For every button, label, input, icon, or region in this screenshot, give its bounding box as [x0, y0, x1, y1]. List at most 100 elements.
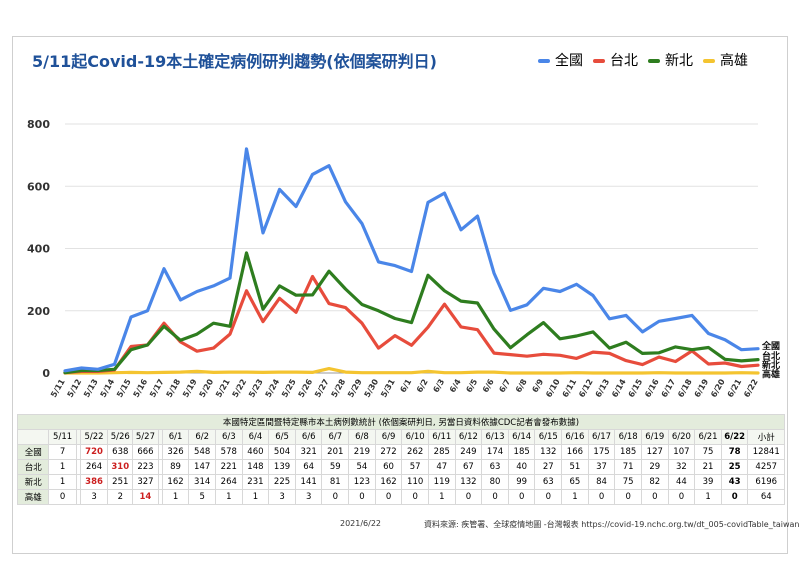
line-chart: 02004006008005/115/125/135/145/155/165/1…: [27, 118, 780, 399]
table-cell: 141: [294, 474, 323, 490]
table-header-cell: 6/9: [374, 429, 403, 445]
table-row: 台北 1 264 310 223 89 147 221 148 139 64 59 54 60 57 47 67…: [16, 459, 785, 475]
table-cell: 60: [374, 459, 403, 475]
legend-swatch: [703, 59, 715, 63]
table-header-cell: 6/7: [321, 429, 350, 445]
table-cell: 5: [188, 489, 216, 505]
table-cell: 1: [241, 489, 270, 505]
table-cell: 78: [720, 444, 749, 460]
table-cell: 314: [188, 474, 216, 490]
x-tick-label: 5/30: [363, 377, 381, 399]
x-tick-label: 6/2: [415, 378, 430, 395]
x-tick-label: 5/31: [379, 377, 397, 399]
table-cell: 59: [321, 459, 350, 475]
legend-label: 台北: [610, 53, 638, 69]
series-end-label: 高雄: [762, 368, 780, 380]
table-cell: [157, 489, 163, 505]
table-cell: 63: [534, 474, 563, 490]
table-cell: 185: [507, 444, 536, 460]
table-cell: 185: [614, 444, 642, 460]
x-tick-label: 5/18: [165, 377, 183, 399]
table-cell: 221: [214, 459, 243, 475]
table-row: 新北 1 386 251 327 162 314 264 231 225 141 81 123 162 11…: [16, 474, 785, 490]
table-header-cell: 6/14: [507, 429, 536, 445]
table-cell: 264: [214, 474, 243, 490]
legend-swatch: [538, 59, 550, 63]
table-cell: 44: [667, 474, 696, 490]
table-cell: 166: [561, 444, 589, 460]
table-cell: 63: [481, 459, 509, 475]
table-header-cell: 6/2: [188, 429, 216, 445]
series-end-label: 新北: [762, 359, 780, 371]
table-cell: 81: [321, 474, 350, 490]
x-tick-label: 6/16: [643, 377, 661, 399]
table-cell: 223: [132, 459, 159, 475]
x-tick-label: 5/25: [280, 377, 298, 399]
case-count-table: 本國特定區間暨特定縣市本土病例數統計 (依個案研判日, 另當日資料依據CDC記者…: [16, 414, 785, 505]
x-tick-label: 6/22: [742, 378, 760, 399]
table-header-cell: 6/1: [161, 429, 190, 445]
table-header-cell: 5/26: [107, 429, 134, 445]
legend-item: 新北: [648, 50, 693, 70]
table-cell: 0: [587, 489, 616, 505]
x-tick-label: 5/29: [346, 377, 364, 399]
table-cell: 0: [667, 489, 696, 505]
table-cell: 84: [587, 474, 616, 490]
series-end-label: 台北: [762, 350, 780, 362]
table-cell: 139: [268, 459, 296, 475]
legend-item: 高雄: [703, 50, 748, 70]
table-caption: 本國特定區間暨特定縣市本土病例數統計 (依個案研判日, 另當日資料依據CDC記者…: [17, 414, 785, 430]
y-tick-label: 400: [27, 243, 50, 256]
table-cell: 12841: [747, 444, 785, 460]
x-tick-label: 6/14: [610, 377, 628, 399]
table-cell: 0: [321, 489, 350, 505]
footer-source: 資料來源: 疾管署、全球疫情地圖 -台灣報表 https://covid-19.…: [424, 520, 800, 529]
x-tick-label: 6/21: [726, 377, 744, 399]
table-cell: 37: [587, 459, 616, 475]
table-cell: 0: [507, 489, 536, 505]
table-cell: 249: [454, 444, 483, 460]
table-cell: 127: [640, 444, 669, 460]
y-tick-label: 200: [27, 305, 50, 318]
table-cell: 460: [241, 444, 270, 460]
x-tick-label: 5/26: [297, 377, 315, 399]
x-tick-label: 5/15: [115, 377, 133, 399]
table-row-label: 高雄: [16, 489, 50, 505]
table-cell: 54: [348, 459, 376, 475]
table-header-cell: 6/3: [214, 429, 243, 445]
table-cell: 0: [348, 489, 376, 505]
table-cell: 14: [132, 489, 159, 505]
x-tick-label: 5/28: [330, 377, 348, 399]
chart-title: 5/11起Covid-19本土確定病例研判趨勢(依個案研判日): [32, 52, 437, 71]
table-cell: 21: [694, 459, 722, 475]
legend-item: 台北: [593, 50, 638, 70]
series-line-4: [63, 367, 760, 375]
table-cell: 578: [214, 444, 243, 460]
table-header-row: 5/11 5/22 5/26 5/27 6/1 6/2 6/3 6/4 6/5 6/6 6/7 6/8…: [16, 429, 785, 445]
table-cell: 27: [534, 459, 563, 475]
table-header-cell: 6/13: [481, 429, 509, 445]
table-cell: 1: [214, 489, 243, 505]
table-cell: 99: [507, 474, 536, 490]
table-cell: 75: [694, 444, 722, 460]
table-cell: 67: [454, 459, 483, 475]
table-cell: 0: [374, 489, 403, 505]
table-cell: 123: [348, 474, 376, 490]
table-cell: 175: [587, 444, 616, 460]
x-tick-label: 6/7: [497, 378, 512, 395]
x-tick-label: 5/21: [214, 377, 232, 399]
table-cell: 132: [534, 444, 563, 460]
x-tick-label: 5/14: [99, 377, 117, 399]
table-cell: 7: [48, 444, 77, 460]
footer-date: 2021/6/22: [340, 519, 382, 528]
table-header-cell: 6/17: [587, 429, 616, 445]
table-cell: 64: [294, 459, 323, 475]
x-tick-label: 5/13: [82, 378, 100, 399]
table-header-cell: 6/4: [241, 429, 270, 445]
table-cell: 32: [667, 459, 696, 475]
table-cell: 51: [561, 459, 589, 475]
table-header-cell: 6/20: [667, 429, 696, 445]
legend-item: 全國: [538, 50, 583, 70]
table-cell: 65: [561, 474, 589, 490]
x-tick-label: 5/27: [313, 378, 331, 399]
